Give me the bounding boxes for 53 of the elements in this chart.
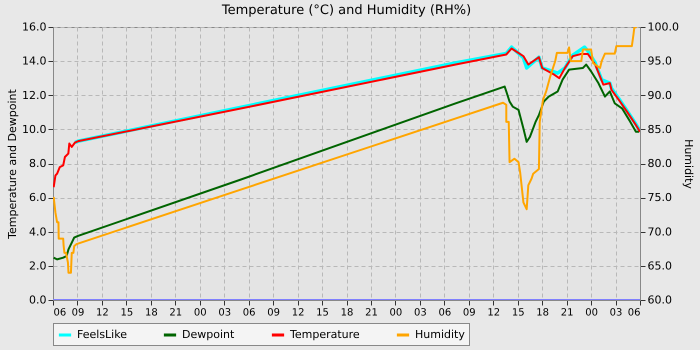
x-tick-label: 12 xyxy=(96,308,109,318)
x-tick-label: 03 xyxy=(218,308,232,318)
y-tick-label: 12.0 xyxy=(22,88,46,102)
legend-label: Dewpoint xyxy=(182,328,235,341)
legend-label: Humidity xyxy=(415,328,466,341)
line-series xyxy=(53,48,640,188)
x-tick-label: 03 xyxy=(610,308,622,318)
line-series xyxy=(53,64,640,260)
x-tick-label: 21 xyxy=(169,308,182,318)
y-tick-label: 16.0 xyxy=(22,20,46,34)
y2-tick-label: 60.0 xyxy=(648,294,672,306)
y2-tick-label: 95.0 xyxy=(648,54,672,68)
x-tick-label: 03 xyxy=(414,308,427,318)
x-tick-label: 06 xyxy=(242,308,256,318)
x-tick-label: 09 xyxy=(462,308,476,318)
y2-tick-label: 75.0 xyxy=(648,191,672,204)
x-tick-label: 18 xyxy=(144,308,158,318)
x-tick-label: 12 xyxy=(487,308,500,318)
x-tick-label: 06 xyxy=(54,308,66,318)
y2-tick-label: 80.0 xyxy=(648,157,672,170)
chart-title: Temperature (°C) and Humidity (RH%) xyxy=(220,3,472,18)
y-tick-label: 8.0 xyxy=(29,157,46,170)
y-tick-label: 2.0 xyxy=(29,259,46,272)
x-tick-label: 21 xyxy=(365,308,378,318)
legend-label: Temperature xyxy=(289,328,360,341)
y-tick-label: 4.0 xyxy=(29,225,46,238)
x-tick-label: 00 xyxy=(585,308,598,318)
line-series xyxy=(53,27,638,274)
x-tick-label: 09 xyxy=(267,308,280,318)
x-tick-label: 15 xyxy=(512,308,525,318)
y-tick-label: 6.0 xyxy=(29,191,46,204)
y-tick-label: 10.0 xyxy=(22,122,46,136)
x-tick-label: 15 xyxy=(316,308,329,318)
x-tick-label: 21 xyxy=(560,308,574,318)
y2-tick-label: 65.0 xyxy=(648,259,672,272)
x-tick-label: 00 xyxy=(194,308,207,318)
y-tick-label: 0.0 xyxy=(29,294,46,306)
x-tick-label: 06 xyxy=(628,308,640,318)
x-tick-label: 18 xyxy=(536,308,550,318)
y2-axis-title: Humidity xyxy=(682,139,695,190)
x-tick-label: 06 xyxy=(438,308,452,318)
y-tick-label: 14.0 xyxy=(22,54,46,68)
y2-tick-label: 85.0 xyxy=(648,122,672,136)
y2-tick-label: 100.0 xyxy=(648,20,679,34)
y2-tick-label: 70.0 xyxy=(648,225,672,238)
x-tick-label: 09 xyxy=(72,308,84,318)
y-axis-title: Temperature and Dewpoint xyxy=(6,88,20,240)
x-tick-label: 18 xyxy=(340,308,354,318)
y2-tick-label: 90.0 xyxy=(648,88,672,102)
x-tick-label: 15 xyxy=(120,308,134,318)
legend-label: FeelsLike xyxy=(77,328,128,341)
x-tick-label: 00 xyxy=(390,308,402,318)
x-tick-label: 12 xyxy=(292,308,304,318)
